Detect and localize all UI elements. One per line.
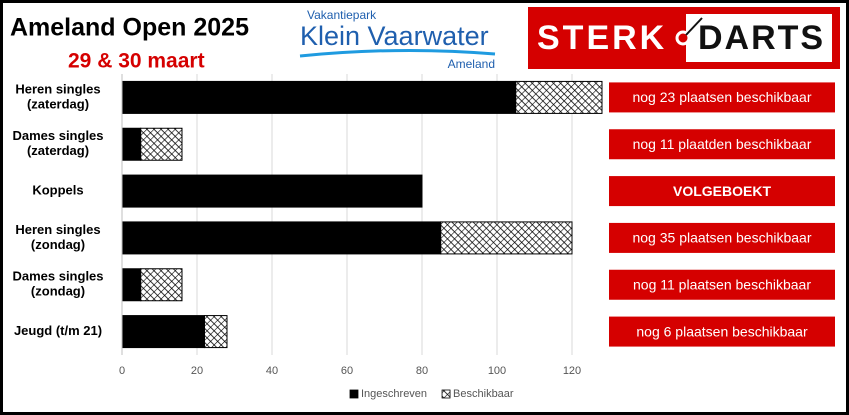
bar-segment xyxy=(440,221,573,255)
availability-badge xyxy=(609,82,835,113)
legend-label: Ingeschreven xyxy=(361,388,427,400)
availability-badge xyxy=(609,222,835,253)
availability-text: nog 11 plaatden beschikbaar xyxy=(633,136,812,152)
availability-badge xyxy=(609,129,835,160)
category-label: (zaterdag) xyxy=(27,96,89,111)
x-tick-label: 40 xyxy=(266,365,278,377)
bar-segment xyxy=(515,80,603,114)
x-tick-label: 100 xyxy=(488,365,506,377)
bar-segment xyxy=(121,315,205,349)
logo-name: Klein Vaarwater xyxy=(300,21,489,51)
x-tick-label: 80 xyxy=(416,365,428,377)
category-label: Heren singles xyxy=(15,222,100,237)
category-label: (zondag) xyxy=(31,284,85,299)
x-tick-label: 20 xyxy=(191,365,203,377)
category-label: (zaterdag) xyxy=(27,143,89,158)
availability-text: nog 35 plaatsen beschikbaar xyxy=(632,230,811,246)
availability-text: nog 23 plaatsen beschikbaar xyxy=(632,89,811,105)
bar-segment xyxy=(204,315,228,349)
category-label: Dames singles xyxy=(12,128,103,143)
category-label: Jeugd (t/m 21) xyxy=(14,323,102,338)
logo-sterk: STERK xyxy=(537,19,667,57)
x-tick-label: 120 xyxy=(563,365,581,377)
bar-segment xyxy=(121,268,142,302)
logo-wave xyxy=(299,48,496,58)
availability-text: VOLGEBOEKT xyxy=(673,183,771,199)
bar-segment xyxy=(121,80,517,114)
dart-icon xyxy=(685,17,703,36)
darts-logo-box xyxy=(686,14,832,62)
logo-bottom: Ameland xyxy=(448,57,495,71)
legend-swatch xyxy=(441,389,451,399)
availability-badge xyxy=(609,269,835,300)
category-label: (zondag) xyxy=(31,237,85,252)
legend-label: Beschikbaar xyxy=(453,388,514,400)
bar-segment xyxy=(121,221,442,255)
availability-text: nog 11 plaatsen beschikbaar xyxy=(633,276,811,292)
date: 29 & 30 maart xyxy=(68,50,205,73)
x-tick-label: 60 xyxy=(341,365,353,377)
availability-badge xyxy=(609,176,835,207)
category-label: Koppels xyxy=(32,183,83,198)
availability-text: nog 6 plaatsen beschikbaar xyxy=(636,323,808,339)
category-label: Heren singles xyxy=(15,81,100,96)
x-tick-label: 0 xyxy=(119,365,125,377)
category-label: Dames singles xyxy=(12,269,103,284)
logo-top: Vakantiepark xyxy=(307,8,377,22)
bar-segment xyxy=(140,127,183,161)
availability-badge xyxy=(609,316,835,347)
legend-swatch xyxy=(349,389,359,399)
bar-segment xyxy=(121,174,423,208)
bar-segment xyxy=(121,127,142,161)
logo-darts: DARTS xyxy=(698,19,825,57)
bar-segment xyxy=(140,268,183,302)
title: Ameland Open 2025 xyxy=(10,14,249,42)
